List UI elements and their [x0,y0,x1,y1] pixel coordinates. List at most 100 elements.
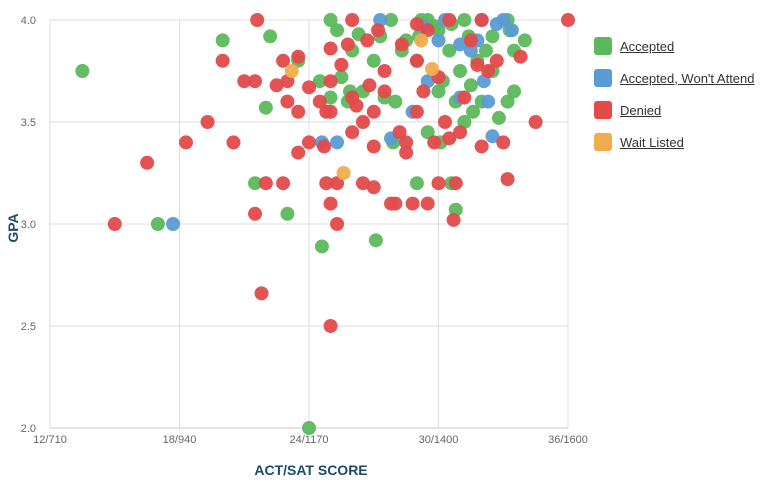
point-accepted-won-t-attend [431,33,446,48]
point-denied [291,104,306,119]
y-tick-labels: 2.0 2.5 3.0 3.5 4.0 [21,15,36,435]
point-denied [399,135,414,150]
y-axis-title: GPA [5,213,21,242]
point-accepted [215,33,230,48]
point-denied [388,196,403,211]
legend-item-wait-listed[interactable]: Wait Listed [594,126,755,158]
point-denied [302,80,316,95]
point-denied [377,84,392,99]
point-denied [360,33,375,48]
point-denied [463,33,478,48]
point-accepted [420,125,435,140]
legend-label-wait-listed: Wait Listed [620,134,684,150]
point-denied [366,180,381,195]
point-accepted [442,43,457,58]
point-denied [349,98,364,113]
point-denied [437,115,452,129]
point-accepted [248,176,263,191]
point-accepted-won-t-attend [504,23,519,38]
point-denied [178,135,193,150]
point-accepted [323,13,338,27]
point-accepted [507,84,522,99]
point-accepted [431,23,446,38]
point-denied [312,94,327,109]
point-denied [215,53,230,68]
point-denied [392,125,407,140]
y-tick-label: 3.5 [21,117,36,129]
point-accepted [368,233,383,248]
point-accepted [457,13,472,27]
point-denied [323,196,338,211]
point-denied [280,94,295,109]
legend-label-accepted: Accepted [620,38,675,54]
legend-item-accepted[interactable]: Accepted [594,30,755,62]
point-accepted [280,206,295,221]
point-denied [394,37,409,52]
point-denied [420,196,435,211]
point-denied [319,176,334,191]
point-denied [442,131,457,146]
x-axis-title: ACT/SAT SCORE [254,462,367,478]
y-tick-label: 4.0 [21,15,36,27]
point-denied [474,13,489,27]
point-denied [107,217,122,231]
point-denied [340,37,355,52]
point-denied [237,74,252,89]
point-denied [291,145,306,160]
point-denied [276,176,291,191]
point-accepted [466,104,481,119]
point-denied [409,104,424,119]
point-denied [431,176,446,191]
point-accepted [463,78,478,93]
point-denied [330,217,345,231]
point-denied [323,319,338,333]
point-accepted [330,23,345,38]
wait-listed-swatch [594,133,612,151]
point-denied [409,17,424,32]
point-denied [427,135,442,150]
legend: Accepted Accepted, Won't Attend Denied W… [594,30,755,158]
point-accepted [366,53,381,68]
point-accepted [75,64,90,78]
point-denied [513,49,528,64]
point-accepted-won-t-attend [453,37,468,52]
point-denied [371,23,386,38]
point-accepted [334,70,349,85]
x-tick-label: 30/1400 [419,434,459,446]
point-accepted-won-t-attend [496,13,511,27]
point-denied [362,78,377,93]
point-denied [254,286,269,301]
point-accepted [388,94,403,109]
point-accepted [453,64,468,78]
point-denied [470,57,485,72]
point-accepted [500,94,515,109]
point-denied [248,206,263,221]
point-denied [200,115,215,129]
legend-label-accepted-wont-attend: Accepted, Won't Attend [620,70,755,86]
point-denied [377,64,392,78]
point-denied [302,135,316,150]
denied-swatch [594,101,612,119]
point-denied [269,78,284,93]
x-tick-label: 24/1170 [290,434,329,446]
point-denied [561,13,575,27]
point-denied [250,13,265,27]
point-denied [496,135,511,150]
legend-item-accepted-wont-attend[interactable]: Accepted, Won't Attend [594,62,755,94]
point-denied [453,125,468,140]
legend-item-denied[interactable]: Denied [594,94,755,126]
point-accepted [302,421,316,435]
point-denied [323,41,338,56]
y-tick-label: 2.0 [21,423,36,435]
point-denied [500,172,515,187]
point-denied [399,145,414,160]
point-denied [355,115,370,129]
point-denied [416,84,431,99]
point-accepted-won-t-attend [330,135,345,150]
point-denied [528,115,543,129]
point-accepted [150,217,165,231]
point-accepted [485,29,500,44]
point-denied [442,13,457,27]
point-denied [457,90,472,105]
point-denied [317,139,332,154]
